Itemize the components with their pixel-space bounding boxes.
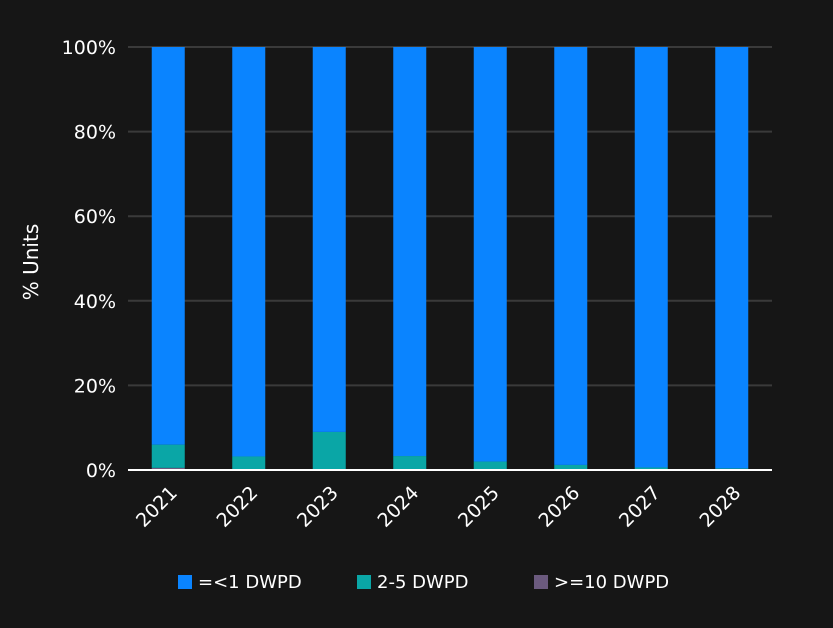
y-tick-label: 60% (74, 206, 116, 228)
legend-swatch (534, 575, 548, 589)
legend-label: =<1 DWPD (198, 572, 302, 593)
bar-segment (554, 464, 588, 470)
bar-segment (473, 461, 507, 470)
x-tick-label: 2024 (374, 482, 424, 532)
x-tick-label: 2026 (535, 482, 585, 532)
legend-label: 2-5 DWPD (377, 572, 469, 593)
y-tick-label: 100% (62, 37, 116, 59)
bar-segment (151, 467, 185, 470)
y-tick-label: 80% (74, 122, 116, 144)
x-tick-label: 2028 (696, 482, 746, 532)
x-tick-label: 2023 (293, 482, 343, 532)
gridlines (128, 46, 772, 387)
x-tick-label: 2021 (132, 482, 182, 532)
bar-segment (554, 47, 588, 465)
legend-label: >=10 DWPD (554, 572, 669, 593)
legend-swatch (357, 575, 371, 589)
bar-segment (151, 47, 185, 445)
y-tick-label: 40% (74, 291, 116, 313)
bar-segment (312, 47, 346, 432)
y-tick-label: 20% (74, 375, 116, 397)
legend: =<1 DWPD 2-5 DWPD >=10 DWPD (178, 572, 669, 593)
y-axis-title: % Units (19, 224, 43, 301)
bar-segment (232, 456, 266, 470)
bar-segment (312, 431, 346, 470)
legend-swatch (178, 575, 192, 589)
bar-segment (634, 467, 668, 470)
bar-segment (232, 47, 266, 457)
bar-segment (634, 47, 668, 468)
x-tick-label: 2022 (213, 482, 263, 532)
y-tick-label: 0% (86, 460, 116, 482)
bar-segment (393, 456, 427, 470)
x-tick-label: 2027 (615, 482, 665, 532)
bars (151, 47, 749, 470)
x-tick-label: 2025 (454, 482, 504, 532)
bar-segment (393, 47, 427, 457)
bar-segment (151, 444, 185, 468)
bar-segment (473, 47, 507, 462)
bar-segment (715, 47, 749, 469)
